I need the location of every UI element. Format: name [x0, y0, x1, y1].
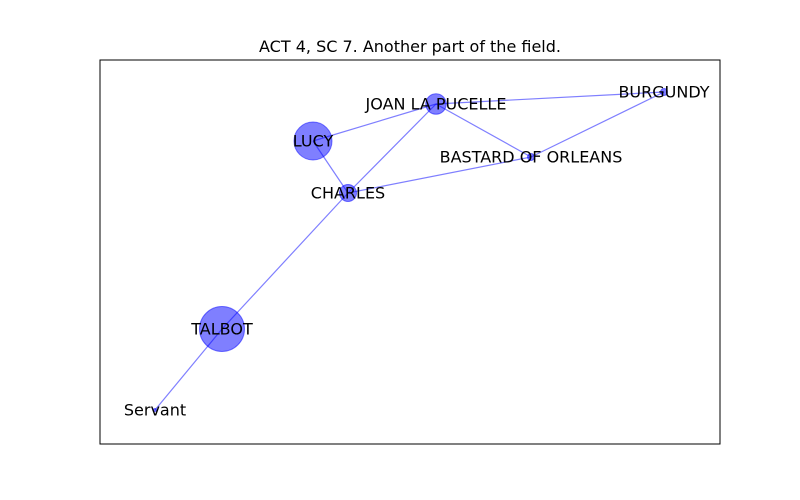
plot-frame	[99, 59, 721, 445]
node-charles	[339, 184, 357, 202]
node-label-charles: CHARLES	[311, 184, 385, 203]
edge-joan-bastard	[435, 103, 532, 158]
edge-joan-charles	[347, 103, 437, 194]
edge-burgundy-bastard	[530, 91, 665, 158]
node-joan	[425, 93, 447, 115]
node-bastard	[527, 153, 535, 161]
edge-charles-talbot	[221, 192, 349, 330]
node-burgundy	[660, 88, 668, 96]
edge-joan-lucy	[312, 103, 437, 142]
node-layer	[153, 88, 668, 412]
label-layer: JOAN LA PUCELLE BURGUNDY LUCY BASTARD OF OR…	[124, 83, 710, 420]
node-talbot	[199, 306, 245, 352]
node-label-bastard: BASTARD OF ORLEANS	[440, 148, 623, 167]
diagram-title: ACT 4, SC 7. Another part of the field.	[259, 37, 561, 56]
node-label-joan: JOAN LA PUCELLE	[365, 95, 507, 114]
node-label-servant: Servant	[124, 401, 186, 420]
node-servant	[153, 408, 157, 412]
edge-layer	[154, 91, 665, 411]
node-lucy	[293, 121, 333, 161]
edge-bastard-charles	[347, 156, 532, 194]
node-label-burgundy: BURGUNDY	[618, 83, 709, 102]
edge-joan-burgundy	[435, 91, 665, 105]
node-label-lucy: LUCY	[293, 132, 334, 151]
node-label-talbot: TALBOT	[190, 320, 253, 339]
